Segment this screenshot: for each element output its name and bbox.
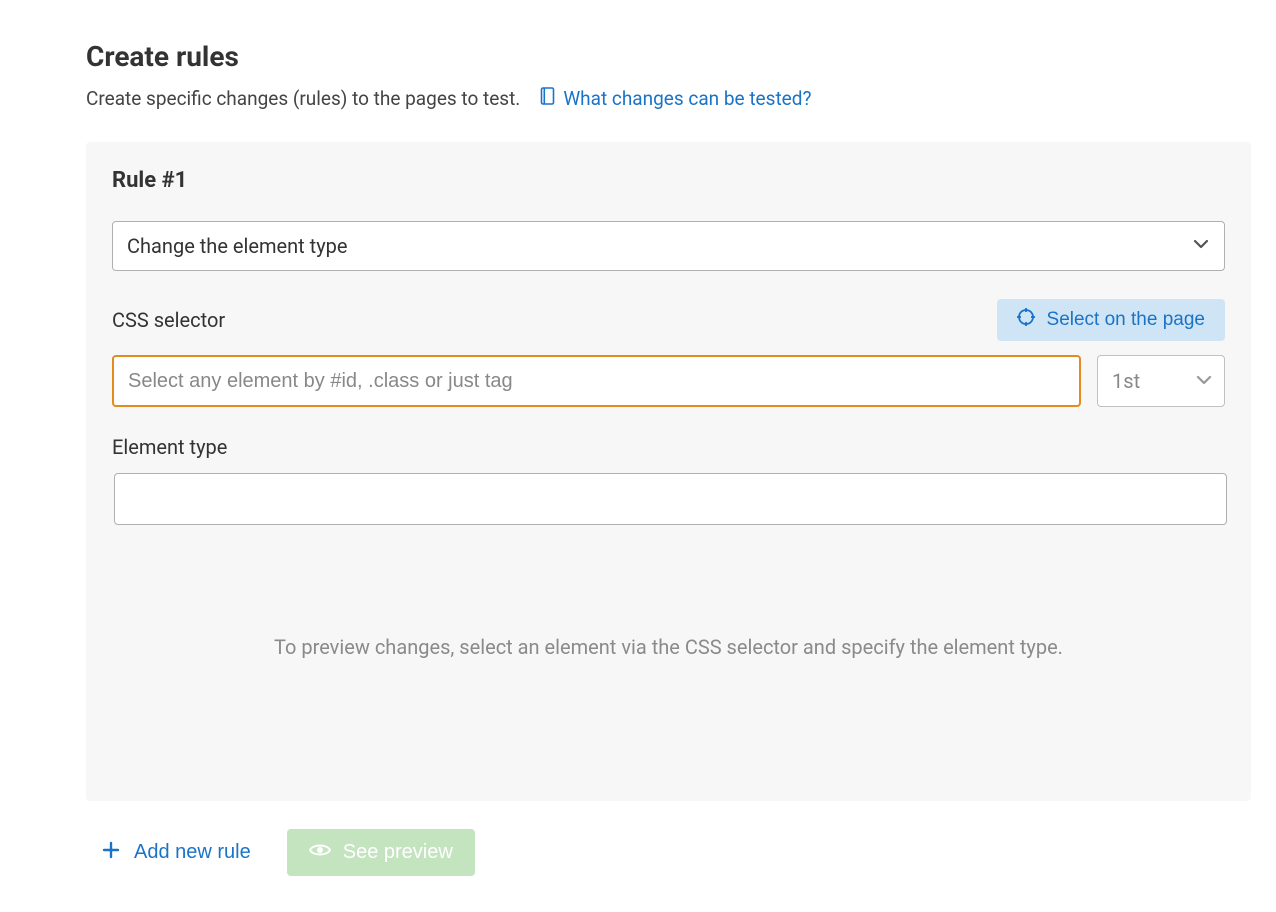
plus-icon — [102, 841, 120, 865]
page-subheader: Create specific changes (rules) to the p… — [86, 87, 1276, 110]
footer-actions: Add new rule See preview — [86, 829, 1276, 876]
css-selector-input[interactable] — [112, 355, 1081, 407]
help-link-label: What changes can be tested? — [563, 87, 811, 110]
add-rule-label: Add new rule — [134, 841, 251, 864]
rule-type-value: Change the element type — [127, 234, 348, 258]
see-preview-button[interactable]: See preview — [287, 829, 475, 876]
eye-icon — [309, 841, 331, 864]
help-link[interactable]: What changes can be tested? — [540, 87, 811, 110]
element-type-label: Element type — [112, 435, 1225, 459]
page-subtitle: Create specific changes (rules) to the p… — [86, 87, 520, 110]
book-icon — [540, 87, 555, 110]
ordinal-value: 1st — [1112, 369, 1140, 393]
page-title: Create rules — [86, 40, 1276, 73]
add-rule-button[interactable]: Add new rule — [102, 841, 251, 865]
see-preview-label: See preview — [343, 841, 453, 864]
crosshair-icon — [1017, 308, 1035, 332]
rule-title: Rule #1 — [112, 168, 1225, 193]
element-type-input[interactable] — [114, 473, 1227, 525]
css-selector-label: CSS selector — [112, 308, 225, 332]
rule-type-select[interactable]: Change the element type — [112, 221, 1225, 271]
ordinal-select[interactable]: 1st — [1097, 355, 1225, 407]
select-on-page-button[interactable]: Select on the page — [997, 299, 1225, 341]
select-on-page-label: Select on the page — [1047, 309, 1205, 331]
chevron-down-icon — [1196, 369, 1212, 393]
preview-hint: To preview changes, select an element vi… — [112, 525, 1225, 769]
rule-card: Rule #1 Change the element type CSS sele… — [86, 142, 1251, 801]
